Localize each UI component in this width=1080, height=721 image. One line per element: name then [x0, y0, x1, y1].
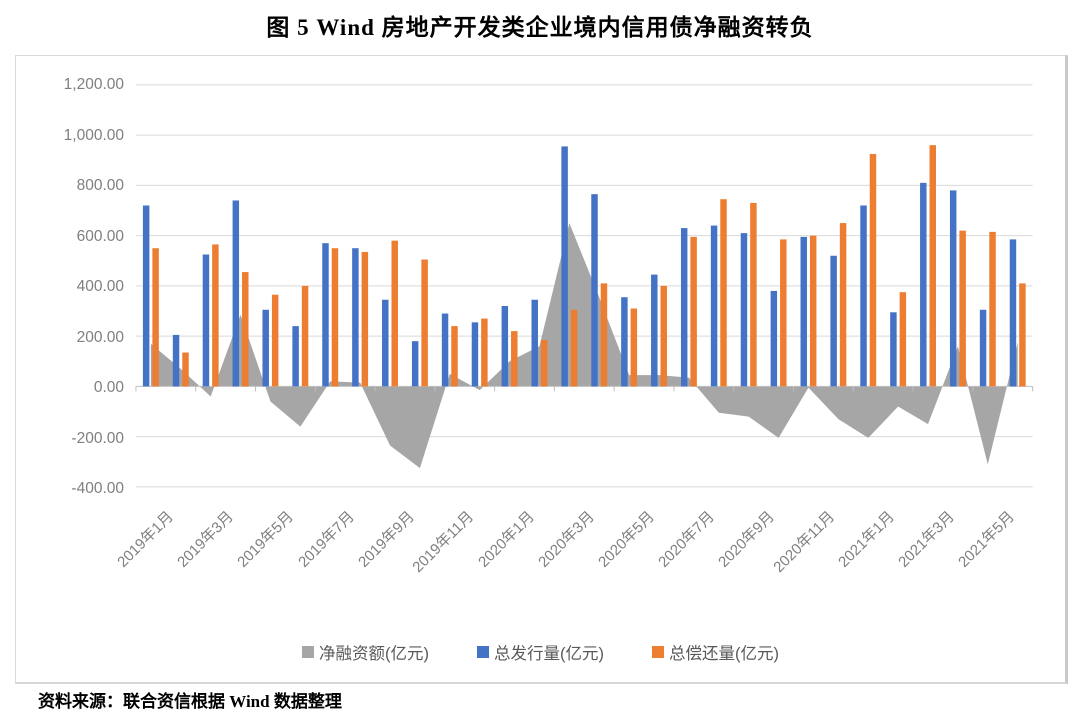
issuance-bar — [561, 146, 568, 387]
repayment-bar — [301, 285, 309, 387]
issuance-bar — [471, 322, 479, 387]
issuance-bar — [382, 299, 389, 387]
chart-frame: 1,200.00 1,000.00 800.00 600.00 400.00 200.00… — [15, 55, 1068, 684]
repayment-bar — [869, 153, 877, 387]
issuance-bar — [411, 341, 419, 387]
issuance-bar — [651, 274, 658, 387]
legend-item-total-issuance: 总发行量(亿元) — [477, 640, 604, 664]
issuance-bar — [172, 334, 180, 387]
repayment-bar — [152, 248, 159, 387]
y-axis-label: 200.00 — [76, 328, 124, 346]
repayment-bar — [839, 223, 847, 387]
y-axis-label: -200.00 — [71, 429, 124, 447]
legend-item-net-financing: 净融资额(亿元) — [302, 640, 429, 664]
legend-label-total-repayment: 总偿还量(亿元) — [669, 645, 779, 663]
issuance-bar — [920, 182, 927, 387]
issuance-bar — [860, 205, 867, 387]
repayment-bar — [1019, 283, 1026, 387]
y-axis-label: 400.00 — [76, 278, 124, 295]
repayment-bar — [540, 339, 548, 387]
legend-swatch-net-financing — [302, 646, 314, 658]
issuance-bar — [262, 309, 269, 387]
issuance-bar — [800, 236, 807, 387]
y-axis-label: 800.00 — [76, 177, 124, 194]
repayment-bar — [361, 251, 369, 387]
issuance-bar — [591, 194, 598, 387]
repayment-bar — [570, 309, 578, 387]
repayment-bar — [271, 294, 279, 387]
issuance-bar — [1009, 239, 1017, 387]
repayment-bar — [720, 199, 727, 387]
net-financing-area — [150, 223, 1018, 469]
issuance-bar — [531, 299, 538, 387]
legend-swatch-total-issuance — [477, 646, 489, 658]
source-note: 资料来源：联合资信根据 Wind 数据整理 — [38, 692, 342, 711]
issuance-bar — [710, 225, 718, 387]
legend-label-net-financing: 净融资额(亿元) — [319, 645, 429, 663]
repayment-bar — [690, 236, 697, 387]
repayment-bar — [959, 230, 966, 387]
legend: 净融资额(亿元) 总发行量(亿元) 总偿还量(亿元) — [16, 640, 1065, 664]
issuance-bar — [890, 312, 897, 387]
y-axis-label: 0.00 — [93, 379, 124, 396]
repayment-bar — [331, 248, 339, 387]
repayment-bar — [630, 308, 638, 387]
repayment-bar — [242, 272, 249, 387]
repayment-bar — [481, 318, 488, 387]
repayment-bar — [660, 285, 667, 387]
issuance-bar — [142, 205, 150, 387]
repayment-bar — [511, 331, 518, 387]
repayment-bar — [600, 283, 608, 387]
figure-title: 图 5 Wind 房地产开发类企业境内信用债净融资转负 — [266, 15, 814, 40]
issuance-bar — [979, 309, 987, 387]
issuance-bar — [949, 190, 957, 387]
issuance-bar — [501, 306, 509, 387]
repayment-bar — [780, 239, 787, 387]
issuance-bar — [770, 290, 778, 387]
issuance-bar — [202, 254, 210, 387]
repayment-bar — [929, 145, 936, 387]
legend-item-total-repayment: 总偿还量(亿元) — [652, 640, 779, 664]
issuance-bar — [352, 248, 359, 387]
issuance-bar — [292, 326, 299, 387]
repayment-bar — [451, 326, 458, 387]
repayment-bar — [421, 259, 428, 387]
repayment-bar — [899, 292, 907, 387]
y-axis-label: -400.00 — [71, 480, 124, 497]
legend-swatch-total-repayment — [652, 646, 664, 658]
repayment-bar — [212, 244, 219, 387]
legend-label-total-issuance: 总发行量(亿元) — [494, 645, 604, 663]
y-axis-label: 600.00 — [76, 227, 124, 245]
issuance-bar — [621, 297, 628, 387]
repayment-bar — [750, 202, 757, 387]
issuance-bar — [441, 313, 449, 387]
issuance-bar — [830, 255, 837, 387]
repayment-bar — [391, 240, 398, 387]
issuance-bar — [740, 233, 748, 387]
repayment-bar — [809, 235, 817, 387]
chart-plot — [135, 84, 1034, 488]
issuance-bar — [322, 243, 329, 387]
repayment-bar — [989, 231, 996, 387]
y-axis-label: 1,200.00 — [63, 76, 124, 93]
issuance-bar — [232, 200, 240, 387]
issuance-bar — [680, 228, 688, 387]
repayment-bar — [182, 352, 189, 387]
y-axis-label: 1,000.00 — [63, 126, 124, 144]
